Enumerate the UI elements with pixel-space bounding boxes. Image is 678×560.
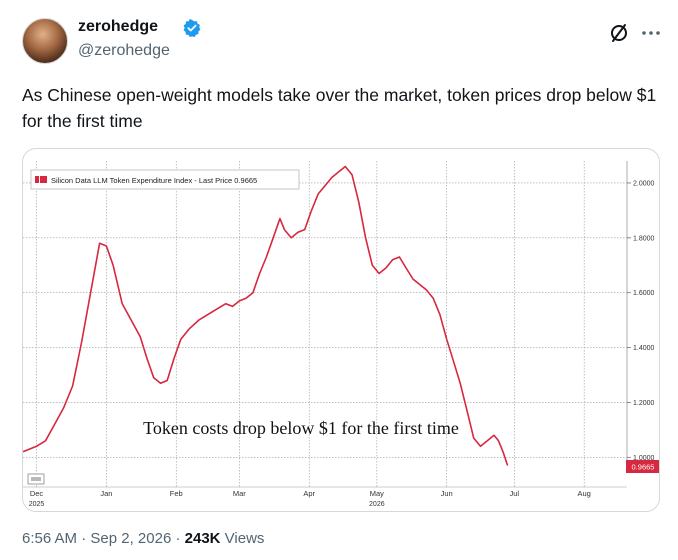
x-tick-label: Apr	[303, 489, 315, 498]
chart-grid	[23, 161, 627, 487]
handle[interactable]: @zerohedge	[78, 42, 170, 59]
legend-toggle-icon[interactable]	[27, 473, 45, 485]
x-tick-label: Aug	[577, 489, 590, 498]
avatar[interactable]	[22, 18, 68, 64]
y-tick-label: 1.2000	[633, 400, 655, 407]
x-axis: Dec 2025 Jan Feb Mar Apr May 2026 Jun Jul Aug	[23, 486, 627, 508]
x-tick-label: Jul	[510, 489, 520, 498]
x-tick-label: Dec	[30, 489, 44, 498]
y-axis: 1.0000 1.2000 1.4000 1.6000 1.8000 2.0000	[626, 161, 655, 471]
grok-icon[interactable]	[608, 22, 630, 44]
post-date[interactable]: Sep 2, 2026	[90, 530, 172, 547]
token-index-chart: Dec 2025 Jan Feb Mar Apr May 2026 Jun Jul Aug 1.00…	[23, 161, 659, 508]
display-name[interactable]: zerohedge	[78, 18, 159, 35]
legend-swatch	[40, 176, 47, 183]
more-options-icon[interactable]	[640, 22, 662, 44]
verified-badge-icon	[183, 19, 201, 37]
chart-annotation: Token costs drop below $1 for the first …	[143, 418, 459, 438]
legend-label: Silicon Data LLM Token Expenditure Index…	[51, 176, 257, 185]
last-price-tag: 0.9665	[626, 460, 659, 473]
x-tick-label: Feb	[170, 489, 183, 498]
views-label: Views	[224, 530, 265, 547]
post-time[interactable]: 6:56 AM	[22, 530, 78, 547]
views-count: 243K	[184, 530, 221, 547]
x-tick-year: 2026	[369, 501, 385, 508]
y-tick-label: 1.6000	[633, 290, 655, 297]
post-header: zerohedge @zerohedge	[22, 14, 662, 70]
x-tick-label: Jan	[100, 489, 112, 498]
x-tick-label: May	[370, 489, 384, 498]
post-meta: 6:56 AM · Sep 2, 2026 · 243K Views	[22, 530, 265, 547]
x-tick-year: 2025	[29, 501, 45, 508]
post-text: As Chinese open-weight models take over …	[22, 85, 657, 131]
x-tick-label: Jun	[441, 489, 453, 498]
chart-legend: Silicon Data LLM Token Expenditure Index…	[30, 169, 300, 190]
last-price-label: 0.9665	[632, 463, 655, 472]
y-tick-label: 1.8000	[633, 235, 655, 242]
x-tick-label: Mar	[233, 489, 246, 498]
chart-image[interactable]: Dec 2025 Jan Feb Mar Apr May 2026 Jun Jul Aug 1.00…	[22, 148, 660, 512]
series-line	[23, 165, 509, 466]
y-tick-label: 2.0000	[633, 180, 655, 187]
y-tick-label: 1.4000	[633, 345, 655, 352]
y-tick-label: 1.0000	[633, 455, 655, 462]
